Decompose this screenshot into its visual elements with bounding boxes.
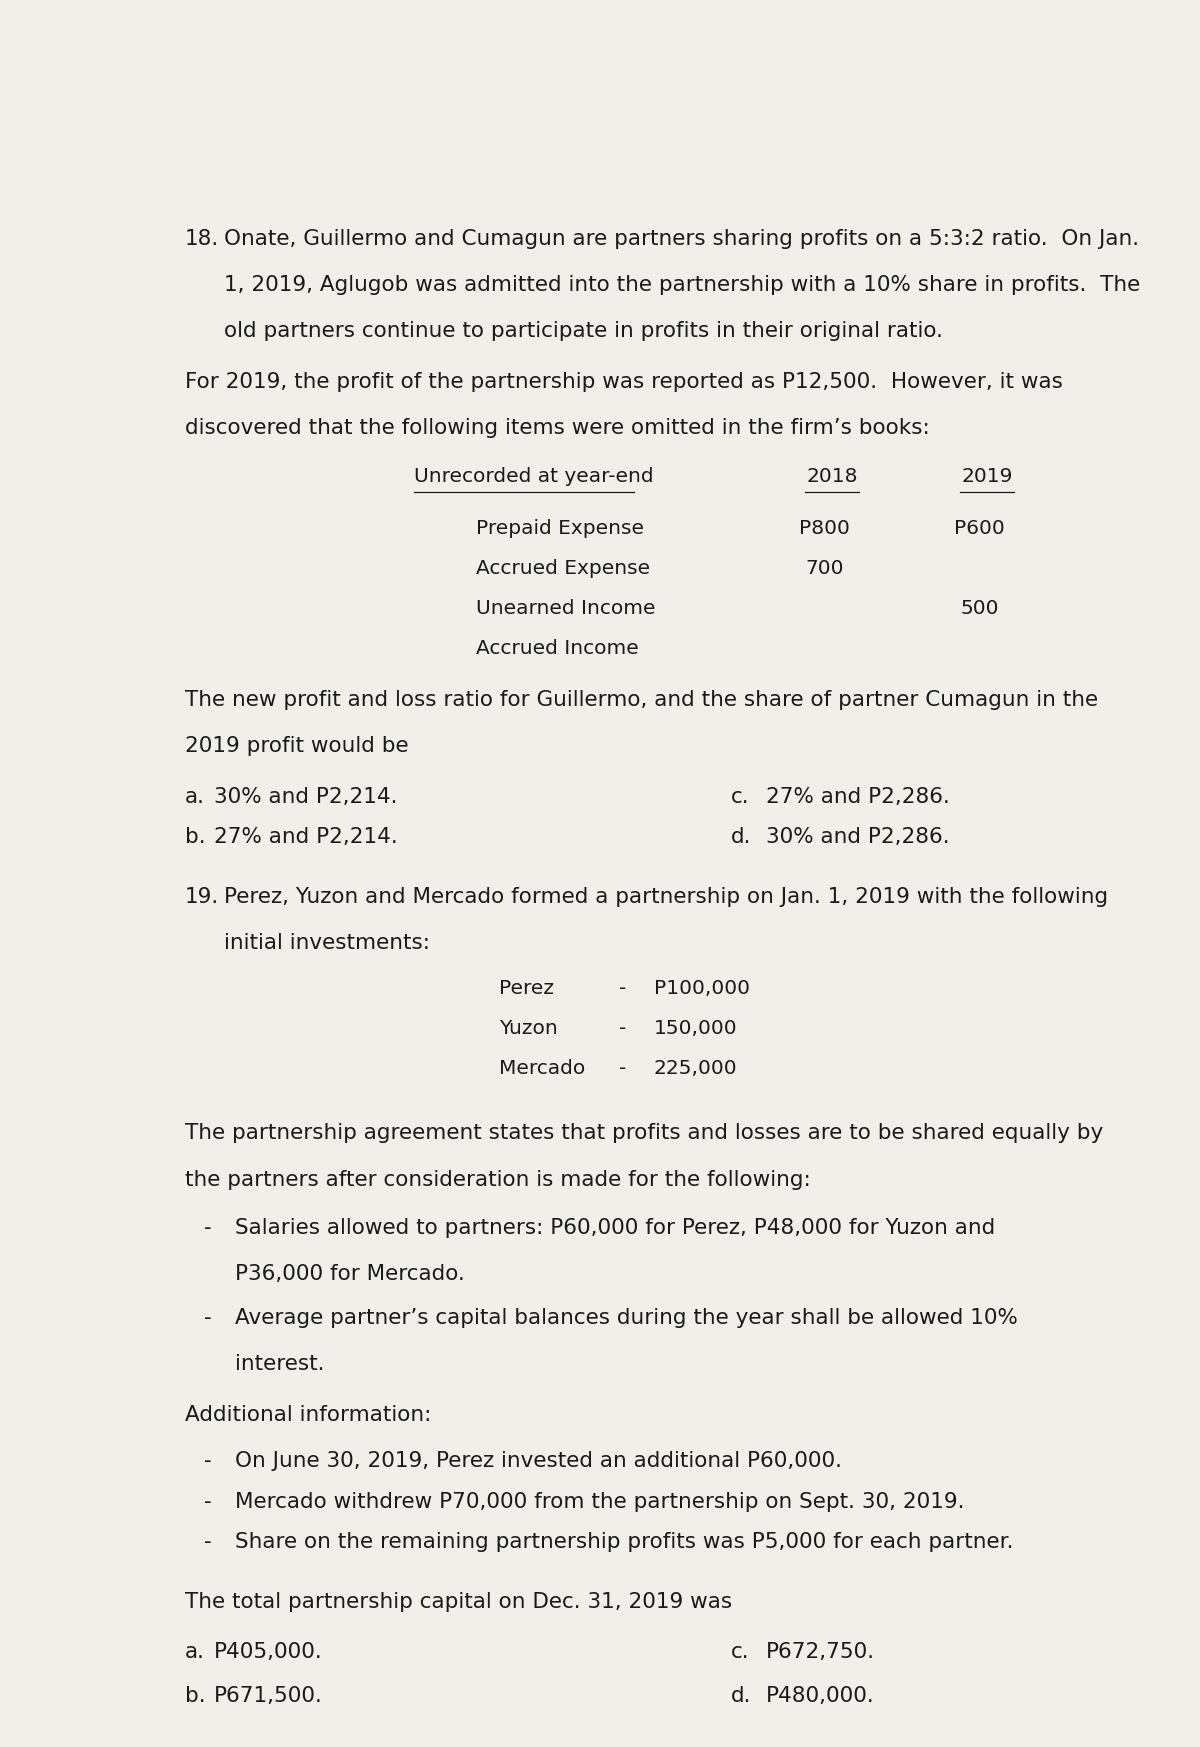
Text: b.: b. [185,1686,205,1707]
Text: 2019: 2019 [961,466,1013,486]
Text: -: - [619,980,626,998]
Text: old partners continue to participate in profits in their original ratio.: old partners continue to participate in … [223,321,943,341]
Text: Mercado withdrew P70,000 from the partnership on Sept. 30, 2019.: Mercado withdrew P70,000 from the partne… [235,1492,965,1511]
Text: The total partnership capital on Dec. 31, 2019 was: The total partnership capital on Dec. 31… [185,1592,732,1612]
Text: 19.: 19. [185,887,220,907]
Text: -: - [619,1059,626,1078]
Text: 27% and P2,214.: 27% and P2,214. [215,826,398,847]
Text: The partnership agreement states that profits and losses are to be shared equall: The partnership agreement states that pr… [185,1123,1103,1144]
Text: -: - [204,1492,212,1511]
Text: discovered that the following items were omitted in the firm’s books:: discovered that the following items were… [185,418,930,438]
Text: 700: 700 [805,559,844,578]
Text: 500: 500 [960,599,998,618]
Text: -: - [204,1532,212,1551]
Text: P672,750.: P672,750. [766,1642,875,1663]
Text: Onate, Guillermo and Cumagun are partners sharing profits on a 5:3:2 ratio.  On : Onate, Guillermo and Cumagun are partner… [223,229,1139,248]
Text: Share on the remaining partnership profits was P5,000 for each partner.: Share on the remaining partnership profi… [235,1532,1014,1551]
Text: Additional information:: Additional information: [185,1405,431,1426]
Text: P405,000.: P405,000. [215,1642,323,1663]
Text: -: - [204,1452,212,1471]
Text: Unrecorded at year-end: Unrecorded at year-end [414,466,653,486]
Text: Perez, Yuzon and Mercado formed a partnership on Jan. 1, 2019 with the following: Perez, Yuzon and Mercado formed a partne… [223,887,1108,907]
Text: Mercado: Mercado [499,1059,586,1078]
Text: Salaries allowed to partners: P60,000 for Perez, P48,000 for Yuzon and: Salaries allowed to partners: P60,000 fo… [235,1218,996,1239]
Text: P671,500.: P671,500. [215,1686,323,1707]
Text: P600: P600 [954,519,1004,538]
Text: a.: a. [185,1642,205,1663]
Text: 2019 profit would be: 2019 profit would be [185,735,408,756]
Text: P36,000 for Mercado.: P36,000 for Mercado. [235,1265,466,1284]
Text: P800: P800 [799,519,850,538]
Text: P100,000: P100,000 [654,980,750,998]
Text: d.: d. [731,826,751,847]
Text: P480,000.: P480,000. [766,1686,875,1707]
Text: Prepaid Expense: Prepaid Expense [475,519,643,538]
Text: 30% and P2,214.: 30% and P2,214. [215,786,398,807]
Text: the partners after consideration is made for the following:: the partners after consideration is made… [185,1170,811,1190]
Text: Average partner’s capital balances during the year shall be allowed 10%: Average partner’s capital balances durin… [235,1309,1018,1328]
Text: The new profit and loss ratio for Guillermo, and the share of partner Cumagun in: The new profit and loss ratio for Guille… [185,690,1098,709]
Text: -: - [204,1309,212,1328]
Text: 225,000: 225,000 [654,1059,737,1078]
Text: b.: b. [185,826,205,847]
Text: interest.: interest. [235,1354,325,1375]
Text: Yuzon: Yuzon [499,1019,558,1038]
Text: 150,000: 150,000 [654,1019,737,1038]
Text: c.: c. [731,786,750,807]
Text: Perez: Perez [499,980,553,998]
Text: c.: c. [731,1642,750,1663]
Text: On June 30, 2019, Perez invested an additional P60,000.: On June 30, 2019, Perez invested an addi… [235,1452,842,1471]
Text: a.: a. [185,786,205,807]
Text: 18.: 18. [185,229,220,248]
Text: d.: d. [731,1686,751,1707]
Text: Accrued Income: Accrued Income [475,639,638,659]
Text: Unearned Income: Unearned Income [475,599,655,618]
Text: -: - [204,1218,212,1239]
Text: 30% and P2,286.: 30% and P2,286. [766,826,949,847]
Text: -: - [619,1019,626,1038]
Text: 1, 2019, Aglugob was admitted into the partnership with a 10% share in profits. : 1, 2019, Aglugob was admitted into the p… [223,274,1140,295]
Text: 2018: 2018 [806,466,858,486]
Text: For 2019, the profit of the partnership was reported as P12,500.  However, it wa: For 2019, the profit of the partnership … [185,372,1063,391]
Text: 27% and P2,286.: 27% and P2,286. [766,786,950,807]
Text: initial investments:: initial investments: [223,933,430,954]
Text: Accrued Expense: Accrued Expense [475,559,649,578]
